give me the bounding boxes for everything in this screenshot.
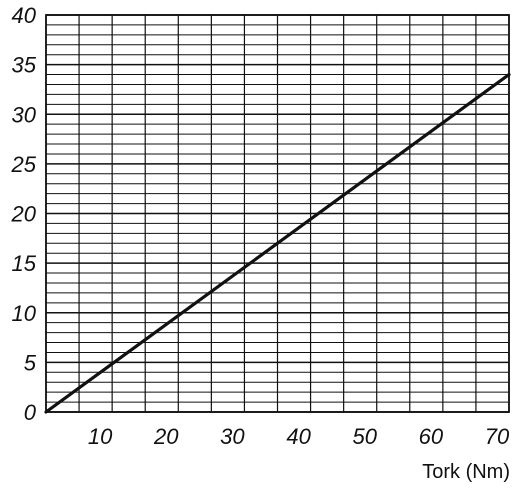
x-axis-title: Tork (Nm) [422, 461, 510, 483]
x-tick-label: 40 [286, 424, 311, 449]
series-line-0 [44, 72, 511, 414]
x-tick-label: 30 [220, 424, 245, 449]
y-tick-label: 5 [24, 350, 37, 375]
y-tick-label: 10 [12, 301, 37, 326]
chart-label-layer: 0 5 10 15 20 25 30 35 40 10 20 30 40 50 60 70 [11, 3, 510, 449]
x-tick-label: 60 [419, 424, 444, 449]
x-tick-label: 10 [88, 424, 113, 449]
y-tick-label: 15 [12, 251, 37, 276]
chart-series-layer [44, 72, 511, 414]
chart-grid [45, 14, 510, 413]
y-tick-label: 20 [11, 202, 37, 227]
y-tick-label: 0 [24, 400, 37, 425]
y-tick-label: 30 [12, 102, 37, 127]
x-tick-label: 20 [153, 424, 179, 449]
y-tick-label: 25 [11, 152, 37, 177]
y-tick-label: 40 [12, 3, 37, 28]
y-tick-label: 35 [12, 53, 37, 78]
plot-frame [45, 14, 510, 413]
x-tick-label: 70 [485, 424, 510, 449]
x-tick-label: 50 [352, 424, 377, 449]
